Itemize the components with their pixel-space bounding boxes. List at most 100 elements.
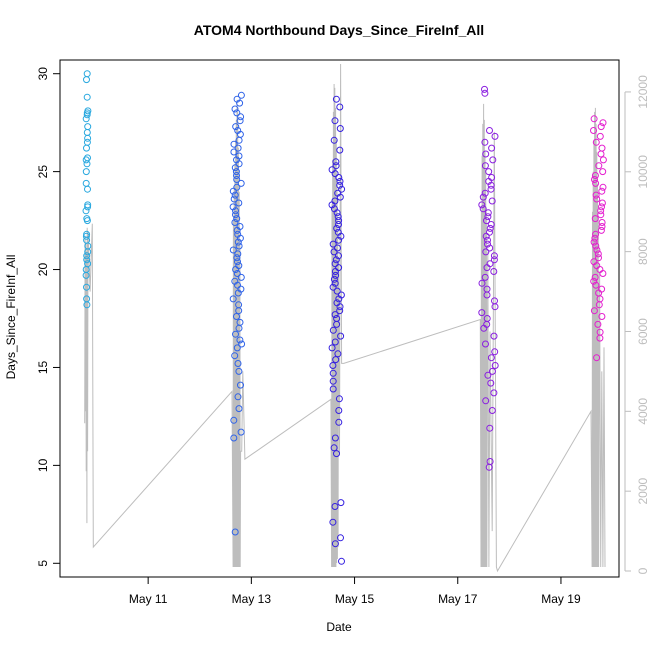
data-point-2-11	[336, 177, 344, 185]
data-point-4-27	[591, 234, 599, 242]
data-point-4-30	[593, 246, 601, 254]
data-point-3-19	[484, 209, 492, 217]
data-point-2-67	[337, 534, 344, 542]
data-point-2-23	[333, 224, 341, 232]
data-points-layer	[82, 70, 607, 565]
data-point-1-66	[230, 416, 238, 424]
plot-frame	[59, 59, 620, 578]
data-point-1-26	[235, 199, 243, 207]
x-tick-label-2: May 15	[335, 592, 375, 606]
data-point-3-15	[479, 193, 487, 201]
data-point-2-59	[335, 407, 343, 414]
y2-tick-label-5: 10000	[636, 155, 650, 189]
data-point-1-2	[236, 99, 244, 107]
data-point-2-49	[337, 332, 345, 340]
data-point-3-9	[485, 168, 493, 176]
data-point-3-6	[482, 150, 490, 158]
data-point-4-17	[593, 195, 601, 203]
data-point-3-20	[484, 213, 492, 221]
data-point-3-56	[486, 424, 494, 432]
data-point-2-45	[331, 311, 339, 319]
data-point-4-46	[594, 320, 602, 328]
data-point-4-14	[599, 183, 607, 191]
data-point-4-18	[598, 199, 606, 207]
data-point-3-27	[484, 240, 491, 248]
data-point-4-22	[591, 215, 599, 223]
data-point-2-48	[329, 326, 337, 334]
data-point-3-14	[481, 189, 489, 197]
data-point-1-61	[234, 360, 242, 367]
data-point-3-2	[486, 127, 493, 134]
data-point-1-30	[233, 215, 241, 223]
data-point-2-5	[336, 146, 344, 154]
data-point-2-15	[336, 193, 344, 201]
data-point-0-32	[82, 271, 90, 279]
data-point-2-62	[330, 444, 338, 452]
data-point-4-28	[590, 238, 598, 246]
data-point-2-12	[336, 181, 344, 189]
data-point-0-35	[83, 301, 91, 309]
data-point-2-34	[331, 268, 339, 275]
data-point-3-16	[488, 197, 496, 205]
data-point-2-44	[336, 307, 344, 315]
y-tick-label-3: 20	[36, 263, 50, 277]
x-axis: May 11 May 13 May 15 May 17 May 19	[129, 577, 581, 606]
data-point-3-52	[487, 379, 495, 387]
data-point-2-31	[332, 256, 340, 264]
data-point-3-49	[491, 362, 499, 369]
data-point-4-29	[592, 242, 600, 250]
data-point-2-64	[337, 499, 345, 507]
data-point-2-28	[334, 244, 341, 252]
data-point-2-6	[332, 158, 340, 166]
data-point-2-54	[329, 362, 337, 369]
data-point-1-64	[234, 393, 242, 401]
data-point-2-60	[335, 418, 343, 426]
data-point-2-13	[338, 185, 346, 193]
data-point-2-29	[330, 248, 338, 256]
data-point-1-35	[236, 234, 244, 242]
data-point-2-9	[331, 170, 339, 178]
data-point-4-23	[598, 219, 606, 226]
data-point-0-27	[84, 248, 92, 256]
data-point-0-29	[83, 256, 91, 264]
data-point-1-68	[230, 434, 238, 442]
y-tick-label-4: 25	[36, 165, 50, 179]
data-point-3-40	[491, 303, 499, 311]
data-point-1-37	[235, 242, 243, 250]
data-point-2-1	[336, 103, 344, 111]
data-point-4-25	[597, 226, 605, 234]
data-point-1-20	[233, 176, 241, 183]
data-point-3-36	[478, 279, 486, 287]
data-point-2-25	[337, 232, 345, 240]
y-tick-label-2: 15	[36, 360, 50, 374]
data-point-4-49	[593, 354, 601, 362]
data-point-3-34	[490, 268, 498, 275]
chart-title: ATOM4 Northbound Days_Since_FireInf_All	[194, 22, 484, 38]
data-point-3-51	[484, 371, 492, 379]
data-point-4-12	[591, 176, 598, 183]
y-axis-label: Days_Since_FireInf_All	[4, 255, 18, 380]
data-point-4-10	[599, 168, 607, 176]
data-point-3-23	[486, 224, 494, 232]
data-point-3-1	[481, 89, 489, 97]
data-point-1-31	[231, 219, 239, 226]
data-point-4-3	[590, 127, 597, 134]
data-point-0-14	[83, 160, 91, 168]
data-point-1-67	[237, 428, 245, 436]
data-point-3-8	[481, 162, 489, 170]
data-point-3-50	[488, 367, 496, 375]
data-point-1-63	[237, 381, 244, 389]
data-point-0-22	[83, 217, 91, 225]
data-point-2-69	[338, 557, 345, 565]
data-point-1-62	[235, 367, 243, 375]
data-point-3-48	[487, 354, 495, 362]
data-point-1-13	[230, 148, 238, 156]
y2-tick-label-0: 0	[636, 567, 650, 574]
data-point-4-39	[592, 281, 600, 289]
data-point-3-4	[481, 138, 489, 146]
data-point-1-41	[234, 258, 241, 266]
data-point-1-28	[232, 207, 239, 215]
data-point-2-10	[335, 174, 343, 181]
y-tick-label-1: 10	[36, 458, 50, 472]
